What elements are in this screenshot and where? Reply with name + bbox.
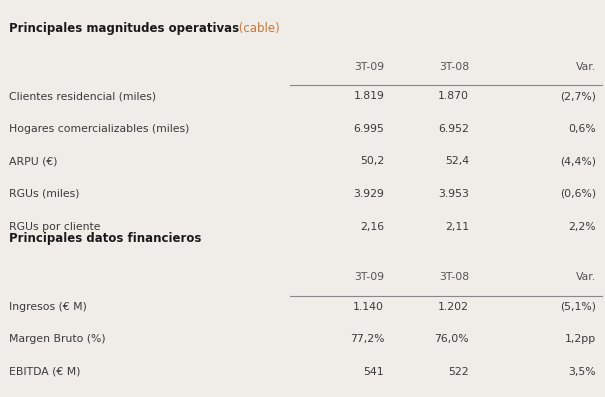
Text: 522: 522 (448, 367, 469, 377)
Text: 1.140: 1.140 (353, 302, 384, 312)
Text: (0,6%): (0,6%) (560, 189, 596, 199)
Text: 50,2: 50,2 (360, 156, 384, 166)
Text: Principales magnitudes operativas: Principales magnitudes operativas (9, 22, 239, 35)
Text: (4,4%): (4,4%) (560, 156, 596, 166)
Text: Var.: Var. (576, 272, 596, 282)
Text: Principales datos financieros: Principales datos financieros (9, 232, 201, 245)
Text: 2,16: 2,16 (360, 222, 384, 231)
Text: RGUs por cliente: RGUs por cliente (9, 222, 100, 231)
Text: 0,6%: 0,6% (568, 124, 596, 134)
Text: (2,7%): (2,7%) (560, 91, 596, 101)
Text: Margen Bruto (%): Margen Bruto (%) (9, 334, 106, 344)
Text: 1.819: 1.819 (353, 91, 384, 101)
Text: 3,5%: 3,5% (568, 367, 596, 377)
Text: 77,2%: 77,2% (350, 334, 384, 344)
Text: Clientes residencial (miles): Clientes residencial (miles) (9, 91, 156, 101)
Text: 3T-09: 3T-09 (354, 62, 384, 71)
Text: 3T-08: 3T-08 (439, 62, 469, 71)
Text: 6.952: 6.952 (438, 124, 469, 134)
Text: EBITDA (€ M): EBITDA (€ M) (9, 367, 80, 377)
Text: 1.870: 1.870 (438, 91, 469, 101)
Text: 2,11: 2,11 (445, 222, 469, 231)
Text: (cable): (cable) (235, 22, 280, 35)
Text: 2,2%: 2,2% (568, 222, 596, 231)
Text: 3.929: 3.929 (353, 189, 384, 199)
Text: 1.202: 1.202 (438, 302, 469, 312)
Text: Var.: Var. (576, 62, 596, 71)
Text: ARPU (€): ARPU (€) (9, 156, 57, 166)
Text: (5,1%): (5,1%) (560, 302, 596, 312)
Text: 541: 541 (364, 367, 384, 377)
Text: 3T-09: 3T-09 (354, 272, 384, 282)
Text: Hogares comercializables (miles): Hogares comercializables (miles) (9, 124, 189, 134)
Text: 76,0%: 76,0% (434, 334, 469, 344)
Text: 52,4: 52,4 (445, 156, 469, 166)
Text: 6.995: 6.995 (353, 124, 384, 134)
Text: Ingresos (€ M): Ingresos (€ M) (9, 302, 87, 312)
Text: 1,2pp: 1,2pp (564, 334, 596, 344)
Text: RGUs (miles): RGUs (miles) (9, 189, 80, 199)
Text: 3.953: 3.953 (438, 189, 469, 199)
Text: 3T-08: 3T-08 (439, 272, 469, 282)
